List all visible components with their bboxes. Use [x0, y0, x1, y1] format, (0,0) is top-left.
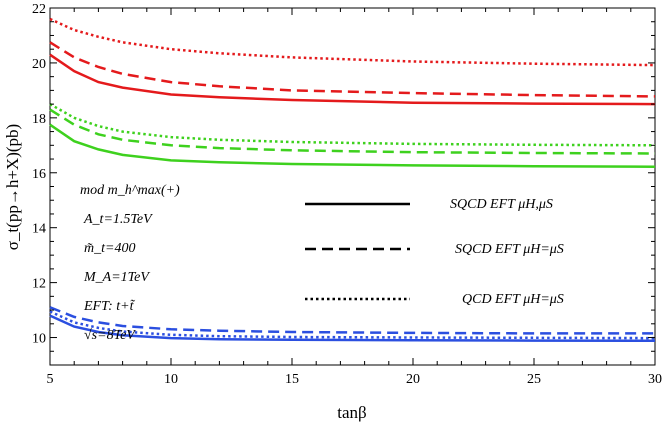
- series-line-7: [49, 306, 655, 335]
- param-scenario: mod m_h^max(+): [80, 183, 180, 198]
- legend-dashed-label: SQCD EFT μH=μS: [455, 242, 564, 257]
- x-tick-label: 15: [285, 372, 299, 387]
- y-ticks: 10 12 14 16 18 20 22: [32, 2, 655, 366]
- y-tick-label: 16: [32, 167, 46, 182]
- series-line-2: [49, 41, 656, 98]
- x-tick-label: 30: [648, 372, 662, 387]
- parameter-list: mod m_h^max(+) A_t=1.5TeV m̃_t=400 M_A=1…: [80, 183, 180, 343]
- x-tick-label: 5: [47, 372, 54, 387]
- x-tick-label: 10: [164, 372, 178, 387]
- y-tick-label: 10: [32, 332, 46, 347]
- series-line-8: [49, 310, 656, 340]
- series-line-5: [49, 108, 656, 155]
- x-ticks: 5 10 15 20 25 30: [47, 8, 662, 387]
- y-tick-label: 18: [32, 112, 46, 127]
- series-line-4: [49, 103, 656, 147]
- param-eft: EFT: t+t̃: [83, 299, 136, 314]
- param-mt: m̃_t=400: [84, 241, 135, 256]
- series-line-6: [49, 123, 656, 168]
- x-axis-title: tanβ: [337, 403, 366, 422]
- series-line-3: [49, 53, 656, 106]
- series-layer: [49, 17, 656, 343]
- y-tick-label: 12: [32, 277, 46, 292]
- x-tick-label: 20: [406, 372, 420, 387]
- y-tick-label: 20: [32, 57, 46, 72]
- y-tick-label: 22: [32, 2, 46, 17]
- param-ma: M_A=1TeV: [83, 270, 150, 285]
- legend-solid-label: SQCD EFT μH,μS: [450, 197, 553, 212]
- legend-dotted-label: QCD EFT μH=μS: [462, 292, 564, 307]
- y-axis-title: σ_t(pp→h+X)(pb): [3, 124, 22, 250]
- legend: SQCD EFT μH,μS SQCD EFT μH=μS QCD EFT μH…: [305, 197, 564, 307]
- series-line-1: [49, 17, 656, 67]
- x-tick-label: 25: [527, 372, 541, 387]
- param-at: A_t=1.5TeV: [83, 212, 153, 227]
- series-line-9: [49, 314, 656, 343]
- y-tick-label: 14: [32, 222, 46, 237]
- param-sqrt-s: √s=8TeV: [84, 328, 136, 343]
